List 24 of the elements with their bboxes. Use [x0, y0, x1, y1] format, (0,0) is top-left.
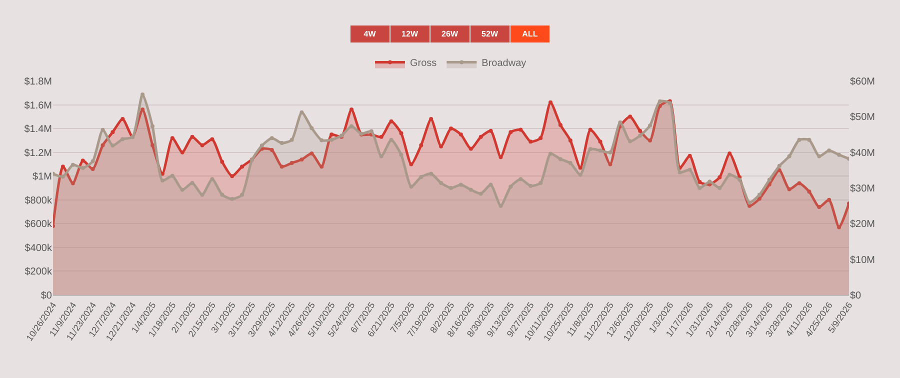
y2-tick-label: $20M — [850, 219, 876, 230]
y-tick-label: $1.4M — [24, 124, 52, 136]
y-tick-label: $1.2M — [24, 148, 52, 159]
y2-tick-label: $30M — [850, 184, 876, 194]
y2-tick-label: $50M — [850, 112, 876, 124]
text: ALL — [522, 30, 538, 38]
y-tick-label: $1M — [32, 172, 52, 183]
y-tick-label: $0 — [40, 290, 52, 302]
y-tick-label: $200k — [24, 266, 53, 278]
y-tick-label: $800k — [24, 195, 53, 206]
legend-label: Gross — [410, 58, 437, 70]
y-tick-label: $600k — [24, 219, 53, 230]
y-tick-label: $1.6M — [24, 100, 52, 112]
text: 4W — [364, 30, 376, 38]
legend-label: Broadway — [482, 58, 526, 70]
y2-tick-label: $10M — [850, 254, 876, 266]
text: 26W — [442, 30, 458, 38]
y-tick-label: $1.8M — [24, 76, 52, 88]
y2-tick-label: $40M — [850, 148, 876, 159]
y2-tick-label: $60M — [850, 76, 876, 88]
text: 12W — [402, 30, 418, 38]
y-tick-label: $400k — [24, 242, 53, 254]
text: 52W — [482, 30, 498, 38]
y2-tick-label: $0 — [850, 290, 862, 302]
